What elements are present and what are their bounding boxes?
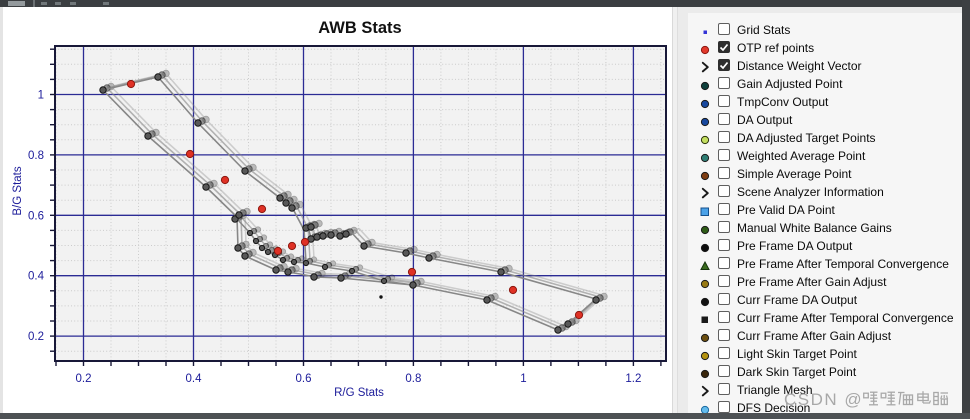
svg-text:0.4: 0.4 <box>186 373 203 385</box>
svg-text:0.6: 0.6 <box>28 210 44 222</box>
svg-text:0.2: 0.2 <box>28 331 44 343</box>
svg-text:1.2: 1.2 <box>625 373 641 385</box>
svg-text:0.8: 0.8 <box>28 150 44 162</box>
svg-text:0.6: 0.6 <box>296 373 312 385</box>
svg-text:1: 1 <box>38 90 44 102</box>
svg-text:R/G Stats: R/G Stats <box>334 387 384 399</box>
svg-text:AWB Stats: AWB Stats <box>318 19 401 37</box>
svg-text:0.4: 0.4 <box>28 271 45 283</box>
svg-text:1: 1 <box>520 373 526 385</box>
svg-text:B/G Stats: B/G Stats <box>12 166 24 215</box>
svg-text:0.2: 0.2 <box>76 373 92 385</box>
svg-text:0.8: 0.8 <box>405 373 421 385</box>
